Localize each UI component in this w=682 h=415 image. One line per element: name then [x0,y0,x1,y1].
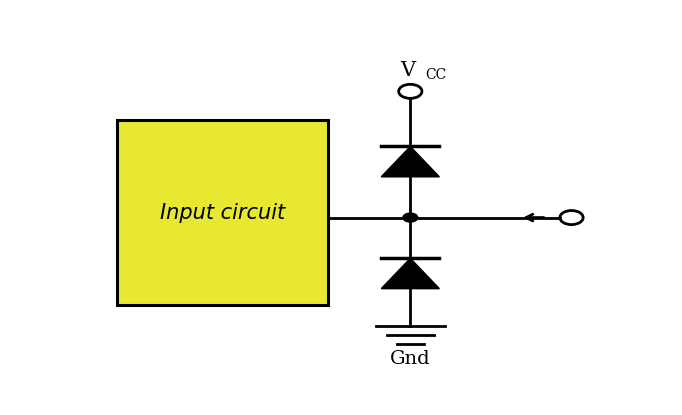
Text: Gnd: Gnd [390,350,430,368]
Circle shape [403,213,417,222]
Text: CC: CC [425,68,446,82]
Polygon shape [381,258,439,289]
Text: V: V [400,61,415,80]
Polygon shape [381,146,439,177]
Text: Input circuit: Input circuit [160,203,285,223]
Bar [117,120,329,305]
